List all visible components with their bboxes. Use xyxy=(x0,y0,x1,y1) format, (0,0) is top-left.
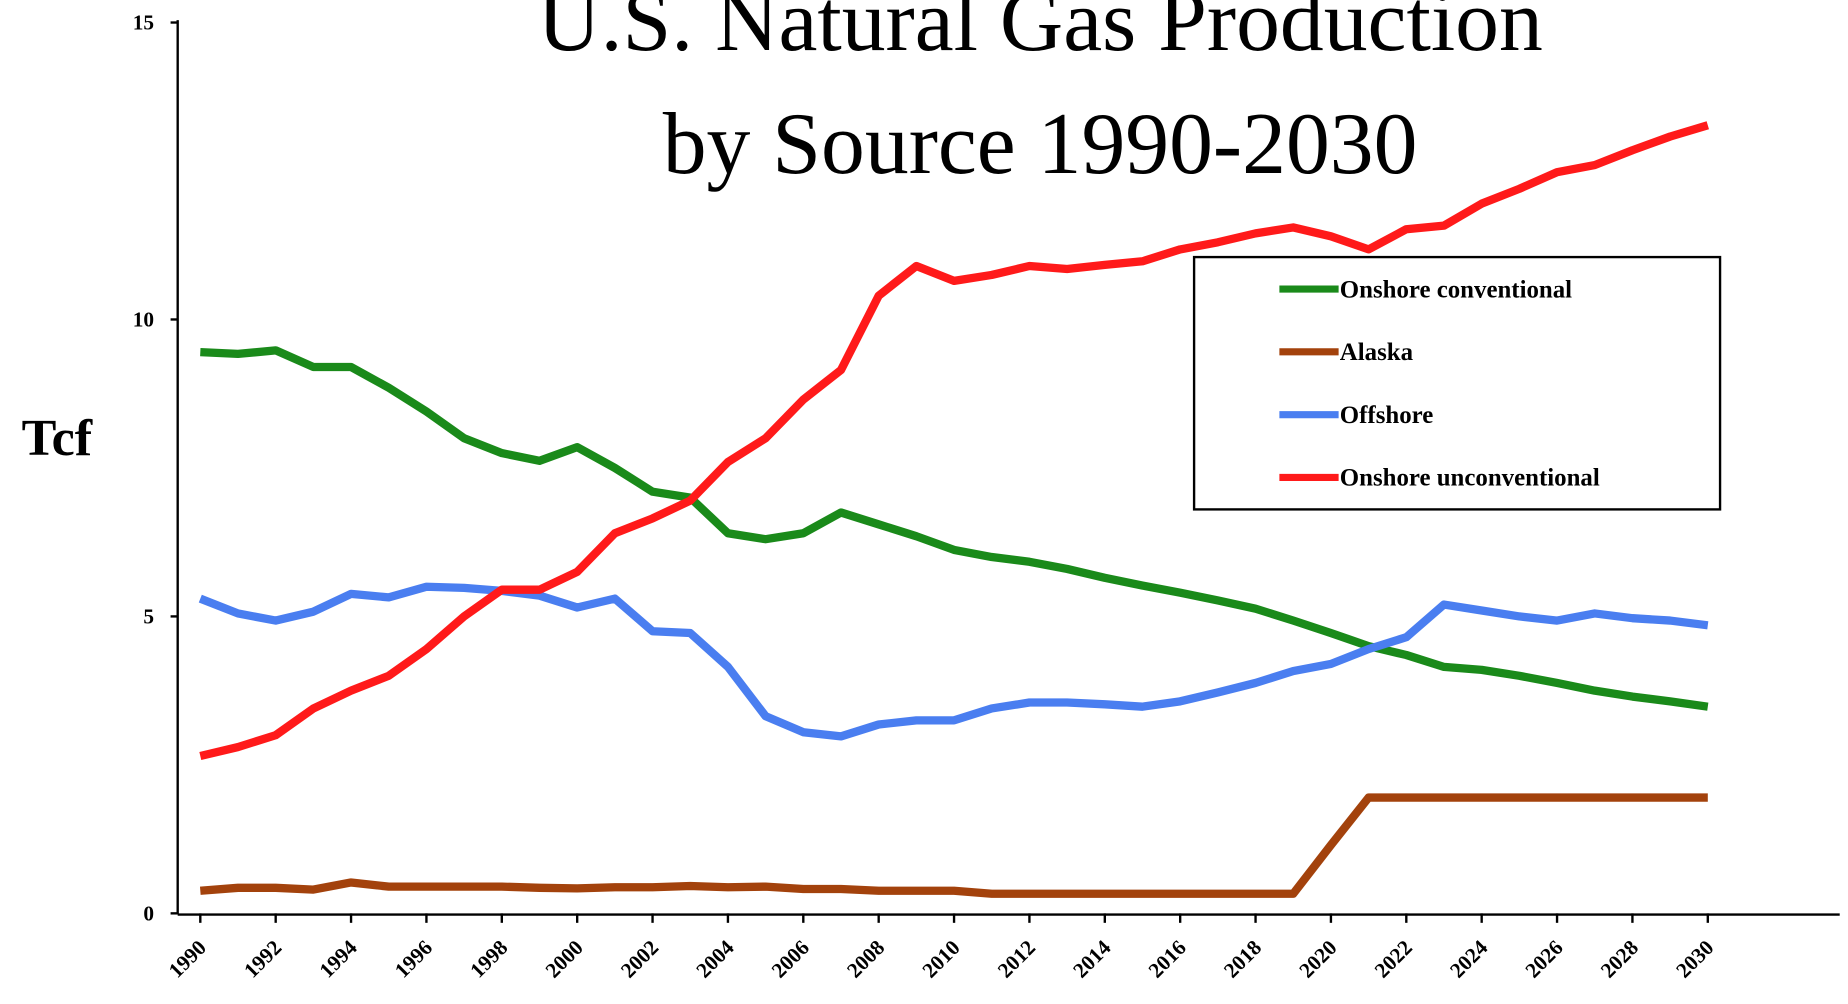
y-tick-label: 0 xyxy=(143,901,154,925)
x-tick-label: 2008 xyxy=(842,935,889,982)
legend-label: Onshore unconventional xyxy=(1340,465,1600,492)
x-tick-label: 1990 xyxy=(164,935,211,982)
legend-label: Offshore xyxy=(1340,402,1433,429)
x-tick-label: 1998 xyxy=(465,935,512,982)
chart-title: U.S. Natural Gas Production xyxy=(537,0,1542,69)
x-tick-label: 2000 xyxy=(541,935,588,982)
x-tick-label: 2026 xyxy=(1521,935,1568,982)
x-tick-label: 2006 xyxy=(767,935,814,982)
y-tick-label: 10 xyxy=(133,308,154,332)
y-tick-label: 15 xyxy=(133,11,154,35)
x-tick-label: 2002 xyxy=(616,935,663,982)
x-tick-label: 1994 xyxy=(315,935,362,982)
legend-label: Alaska xyxy=(1340,339,1414,366)
x-tick-label: 2022 xyxy=(1370,935,1417,982)
x-tick-label: 2028 xyxy=(1596,935,1643,982)
x-tick-label: 2020 xyxy=(1294,935,1341,982)
x-tick-label: 2030 xyxy=(1671,935,1718,982)
x-tick-label: 2024 xyxy=(1445,935,1492,982)
x-tick-label: 2014 xyxy=(1068,935,1115,982)
series-line xyxy=(198,582,1709,741)
y-tick-label: 5 xyxy=(143,605,154,629)
series-line xyxy=(199,793,1708,898)
x-tick-label: 1996 xyxy=(390,935,437,982)
x-tick-label: 2010 xyxy=(918,935,965,982)
legend-label: Onshore conventional xyxy=(1340,276,1572,303)
y-axis-label: Tcf xyxy=(22,410,93,467)
series-line xyxy=(199,121,1709,761)
legend-box xyxy=(1192,255,1722,511)
x-tick-label: 2018 xyxy=(1219,935,1266,982)
x-tick-label: 2012 xyxy=(993,935,1040,982)
chart-title: by Source 1990-2030 xyxy=(663,95,1418,192)
x-tick-label: 2016 xyxy=(1144,935,1191,982)
x-tick-label: 1992 xyxy=(239,935,286,982)
x-tick-label: 2004 xyxy=(691,935,738,982)
legend: Onshore conventional Alaska Offshore Onshor… xyxy=(1192,255,1722,511)
series-line xyxy=(200,346,1709,711)
